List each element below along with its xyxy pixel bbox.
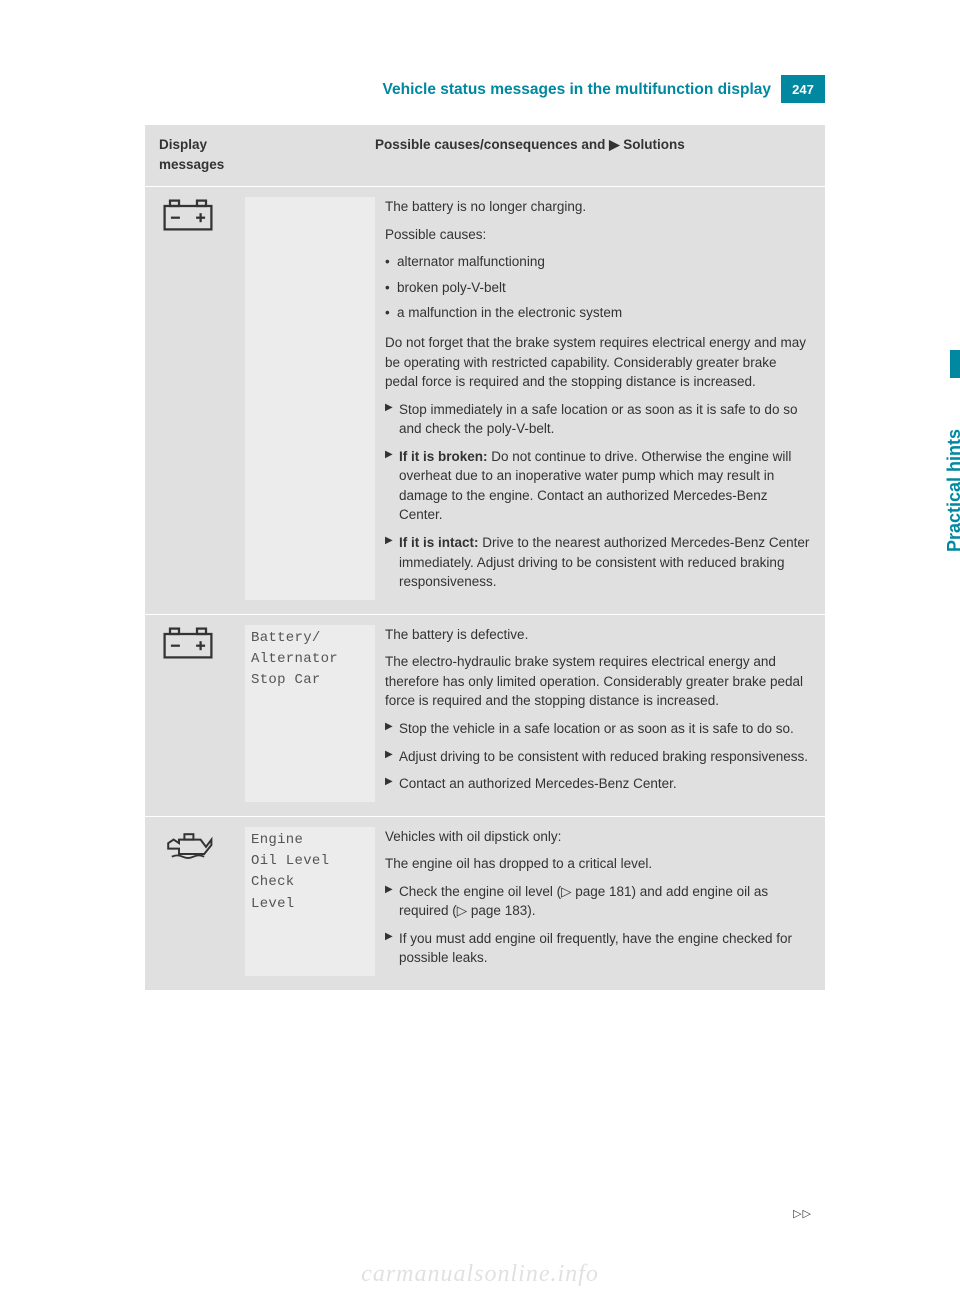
table-row: Engine Oil Level Check Level Vehicles wi…	[145, 816, 825, 990]
watermark: carmanualsonline.info	[0, 1261, 960, 1288]
warning-icon-cell	[145, 827, 245, 976]
intro-text: The battery is defective.	[385, 625, 811, 645]
warning-text: The electro-hydraulic brake system requi…	[385, 652, 811, 711]
side-tab: Practical hints	[932, 390, 960, 600]
section-title: Vehicle status messages in the multifunc…	[145, 75, 781, 103]
page-content: Vehicle status messages in the multifunc…	[145, 75, 825, 990]
th-display-messages: Display messages	[145, 135, 245, 174]
display-message-cell	[245, 197, 375, 600]
table-row: Battery/ Alternator Stop Car The battery…	[145, 614, 825, 816]
solution-cell: Vehicles with oil dipstick only: The eng…	[375, 827, 825, 976]
table-header-row: Display messages Possible causes/consequ…	[145, 125, 825, 186]
th-spacer	[245, 135, 375, 174]
intro-text: Vehicles with oil dipstick only:	[385, 827, 811, 847]
side-tab-label: Practical hints	[944, 429, 960, 552]
solution-item: Contact an authorized Mercedes-Benz Cent…	[385, 774, 811, 794]
warning-icon-cell	[145, 625, 245, 802]
solution-item: Adjust driving to be consistent with red…	[385, 747, 811, 767]
solution-list: Stop the vehicle in a safe location or a…	[385, 719, 811, 794]
solution-item: Stop immediately in a safe location or a…	[385, 400, 811, 439]
solution-item: Check the engine oil level (▷ page 181) …	[385, 882, 811, 921]
messages-table: Display messages Possible causes/consequ…	[145, 125, 825, 990]
page-header: Vehicle status messages in the multifunc…	[145, 75, 825, 103]
solution-list: Check the engine oil level (▷ page 181) …	[385, 882, 811, 968]
battery-icon	[159, 197, 217, 233]
side-tab-accent	[950, 350, 960, 378]
solution-item: If it is intact: Drive to the nearest au…	[385, 533, 811, 592]
oil-can-icon	[159, 827, 217, 863]
page-number: 247	[781, 75, 825, 103]
display-message-text: Engine Oil Level Check Level	[251, 832, 329, 912]
th-solutions: Possible causes/consequences and ▶ Solut…	[375, 135, 825, 174]
solution-list: Stop immediately in a safe location or a…	[385, 400, 811, 592]
display-message-cell: Engine Oil Level Check Level	[245, 827, 375, 976]
solution-item: If you must add engine oil frequently, h…	[385, 929, 811, 968]
cause-item: broken poly-V-belt	[385, 278, 811, 298]
display-message-cell: Battery/ Alternator Stop Car	[245, 625, 375, 802]
battery-icon	[159, 625, 217, 661]
solution-item: If it is broken: Do not continue to driv…	[385, 447, 811, 525]
intro-text: Possible causes:	[385, 225, 811, 245]
solution-cell: The battery is defective. The electro-hy…	[375, 625, 825, 802]
warning-text: Do not forget that the brake system requ…	[385, 333, 811, 392]
cause-list: alternator malfunctioning broken poly-V-…	[385, 252, 811, 323]
solution-cell: The battery is no longer charging. Possi…	[375, 197, 825, 600]
warning-text: The engine oil has dropped to a critical…	[385, 854, 811, 874]
display-message-text: Battery/ Alternator Stop Car	[251, 630, 338, 689]
table-row: The battery is no longer charging. Possi…	[145, 186, 825, 614]
warning-icon-cell	[145, 197, 245, 600]
cause-item: alternator malfunctioning	[385, 252, 811, 272]
continue-indicator: ▷▷	[793, 1207, 812, 1220]
solution-item: Stop the vehicle in a safe location or a…	[385, 719, 811, 739]
cause-item: a malfunction in the electronic system	[385, 303, 811, 323]
intro-text: The battery is no longer charging.	[385, 197, 811, 217]
